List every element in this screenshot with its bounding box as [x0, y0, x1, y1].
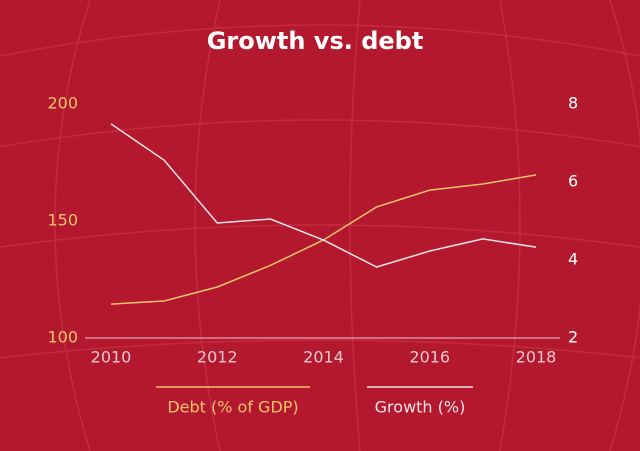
x-tick-label: 2012 [197, 348, 238, 367]
legend-label: Debt (% of GDP) [167, 398, 298, 417]
y-tick-label: 100 [47, 328, 78, 347]
y-tick-label: 150 [47, 211, 78, 230]
x-tick-label: 2010 [91, 348, 132, 367]
y2-tick-label: 8 [568, 94, 578, 113]
legend-label: Growth (%) [375, 398, 466, 417]
y2-tick-label: 6 [568, 172, 578, 191]
series-line [110, 123, 537, 268]
x-tick-label: 2018 [516, 348, 557, 367]
x-tick-label: 2014 [303, 348, 344, 367]
y2-tick-label: 2 [568, 328, 578, 347]
chart-title: Growth vs. debt [207, 27, 424, 55]
y-tick-label: 200 [47, 94, 78, 113]
y2-tick-label: 4 [568, 250, 578, 269]
x-tick-label: 2016 [409, 348, 450, 367]
